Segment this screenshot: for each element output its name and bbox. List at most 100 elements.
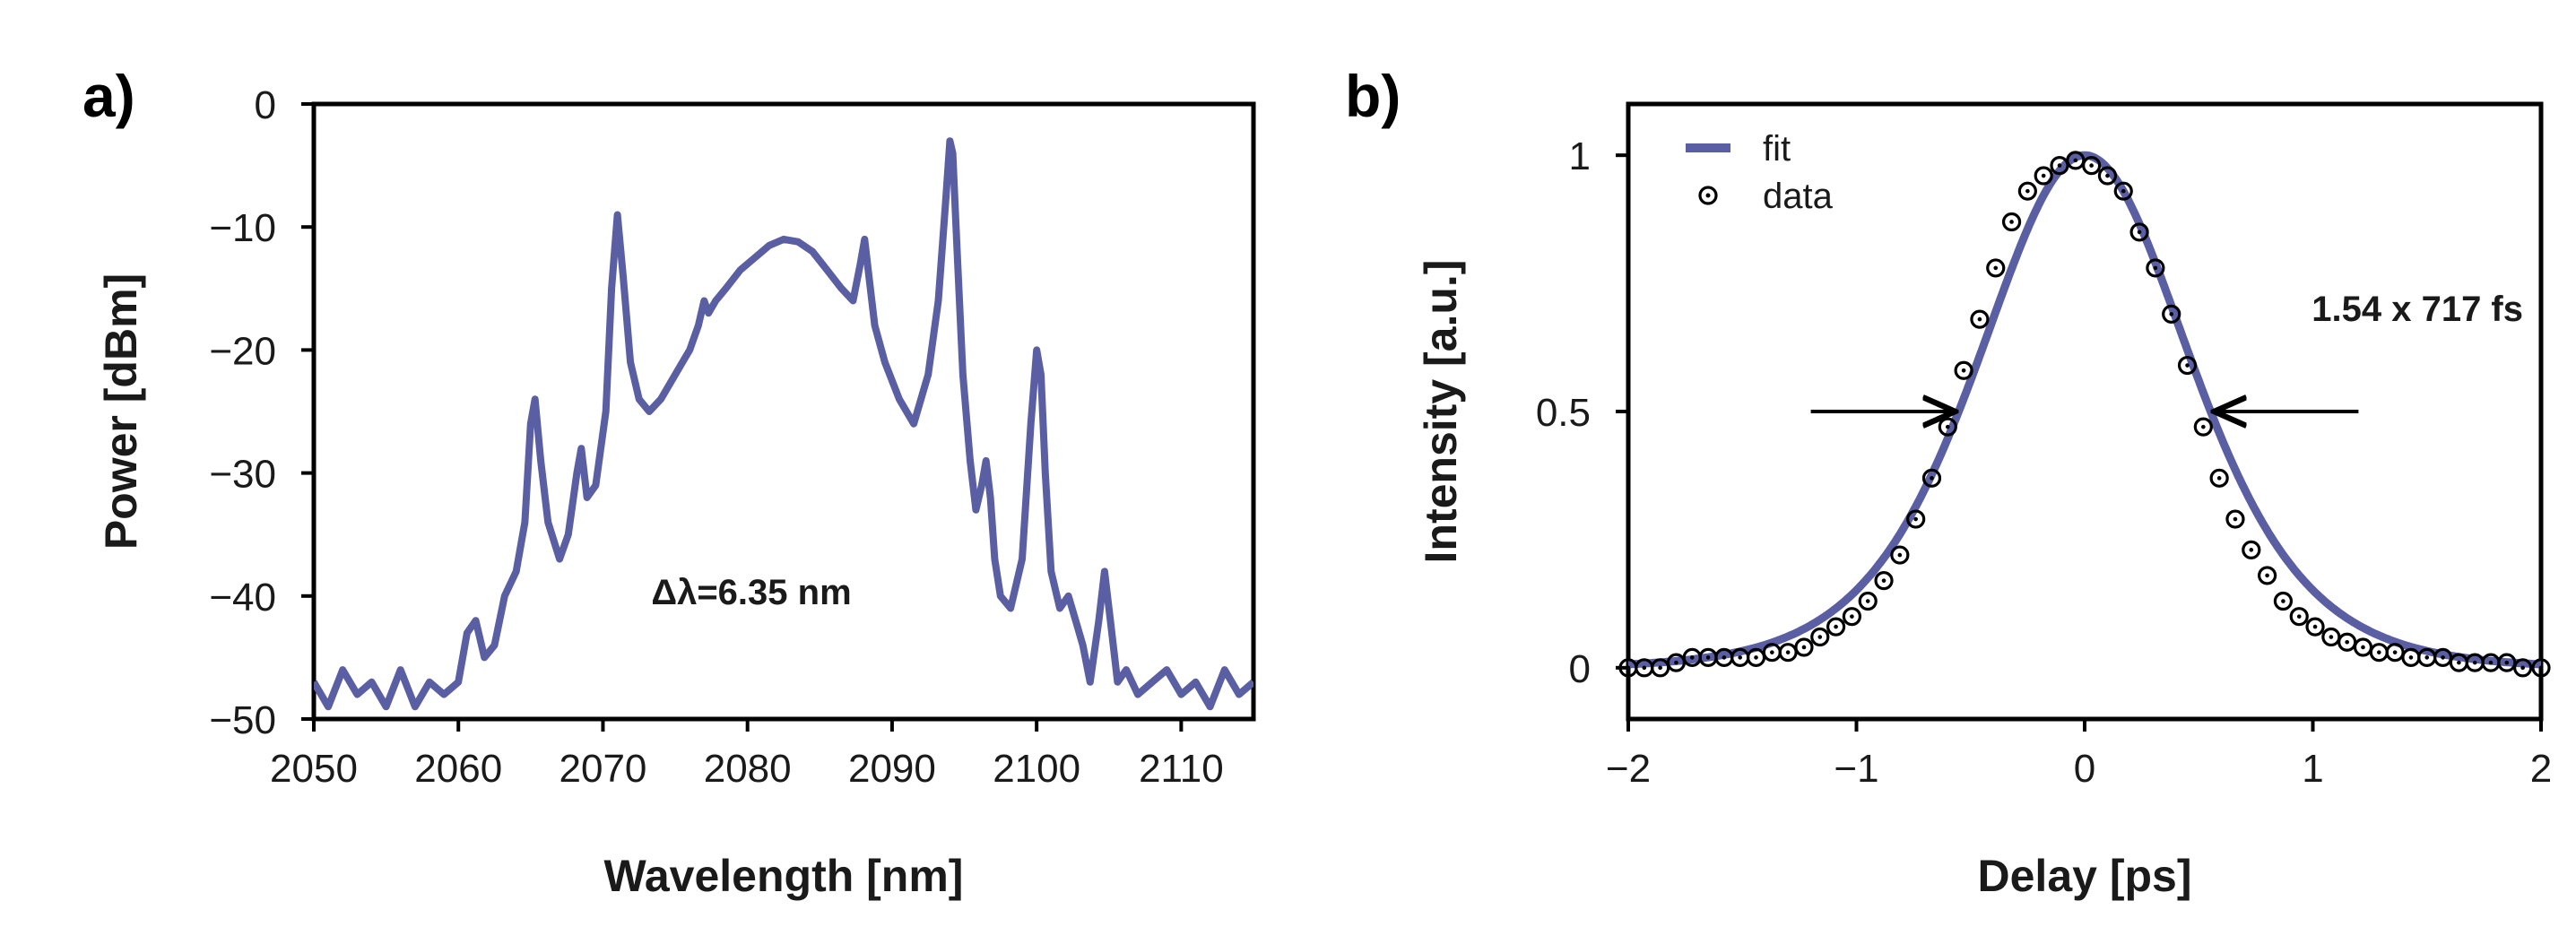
data-point-center (1913, 516, 1918, 522)
data-point (2209, 468, 2229, 488)
data-point-center (1881, 578, 1886, 583)
data-point-center (2105, 173, 2110, 178)
data-point-center (2296, 614, 2302, 619)
data-point-center (2169, 312, 2174, 316)
panel-b-y-ticks: 00.51 (1536, 134, 1628, 691)
data-point-center (2089, 163, 2094, 168)
data-point (1826, 617, 1846, 637)
data-point-center (1642, 665, 1647, 671)
data-point-center (1658, 665, 1662, 671)
panel-b-legend: fit data (1686, 129, 1834, 216)
data-point-center (2472, 660, 2477, 665)
data-point (2017, 181, 2037, 201)
data-point-center (1834, 624, 1838, 629)
legend-fit-label: fit (1763, 129, 1791, 169)
data-point-center (2392, 650, 2398, 654)
data-point (2146, 258, 2165, 278)
panel-a-y-axis-title: Power [dBm] (96, 273, 146, 550)
y-tick-label: −10 (209, 206, 276, 250)
data-point (2082, 156, 2102, 176)
data-point (1810, 627, 1830, 647)
panel-b-label: b) (1345, 63, 1401, 129)
data-point-center (1817, 635, 1823, 639)
x-tick-label: 2080 (704, 747, 792, 791)
data-point-center (2361, 645, 2365, 650)
data-point (2001, 212, 2022, 232)
y-tick-label: 0 (255, 83, 276, 127)
series-fit-line (1626, 151, 2543, 669)
data-point (1842, 607, 1862, 627)
data-point (1794, 637, 1814, 657)
data-point (1890, 545, 1910, 565)
series-spectrum-line (314, 137, 1253, 711)
data-point (2097, 166, 2118, 186)
data-point-center (2216, 476, 2222, 481)
data-point-center (1754, 655, 1758, 660)
y-tick-label: 0 (1569, 647, 1591, 691)
panel-a-y-ticks: 0 −10 −20 −30 −40 −50 (209, 83, 314, 742)
data-point (1874, 571, 1894, 591)
data-point-center (2281, 599, 2285, 603)
data-point-center (2025, 188, 2030, 194)
data-point-center (2265, 573, 2269, 578)
y-tick-label: 1 (1569, 134, 1591, 178)
y-tick-label: 0.5 (1536, 391, 1591, 435)
panel-a-series (314, 137, 1253, 711)
panel-a-frame (311, 101, 1256, 722)
data-point (2113, 181, 2133, 201)
x-tick-label: 2050 (270, 747, 358, 791)
data-point (1954, 360, 1973, 380)
y-tick-label: −30 (209, 453, 276, 497)
data-point-center (2538, 665, 2544, 671)
data-point (1921, 468, 1942, 488)
data-point (1986, 258, 2006, 278)
data-point-center (1993, 265, 1999, 271)
panel-b-x-ticks: −2 −1 0 1 2 (1606, 719, 2552, 791)
data-point-center (2441, 655, 2445, 660)
data-point-center (2233, 516, 2238, 522)
data-point-center (2185, 363, 2190, 368)
data-point-center (1689, 655, 1695, 660)
data-point-center (1705, 655, 1711, 660)
data-point-center (1961, 368, 1966, 373)
data-point-center (2424, 655, 2430, 660)
data-point (2225, 509, 2245, 529)
data-point (2258, 566, 2277, 585)
data-point-center (1674, 660, 1678, 665)
data-point (2242, 540, 2261, 559)
x-tick-label: 2090 (848, 747, 936, 791)
data-point-center (2345, 639, 2349, 645)
data-point-center (2009, 220, 2014, 224)
data-point-center (2488, 660, 2494, 665)
data-point (1970, 309, 1990, 329)
panel-a-label: a) (82, 63, 135, 129)
x-tick-label: −1 (1834, 747, 1878, 791)
panel-a-annotation: Δλ=6.35 nm (651, 573, 851, 612)
data-point-center (2312, 624, 2318, 629)
x-tick-label: 2 (2530, 747, 2552, 791)
data-point (2513, 658, 2533, 678)
data-point-center (2249, 548, 2254, 552)
data-point (2162, 304, 2181, 324)
data-point (2034, 166, 2053, 186)
legend-data-label: data (1763, 177, 1834, 216)
data-point-center (1801, 645, 1807, 650)
data-point-center (1897, 552, 1903, 558)
x-tick-label: 2060 (414, 747, 502, 791)
legend-data-marker (1698, 186, 1718, 205)
panel-b-y-axis-title: Intensity [a.u.] (1416, 260, 1466, 564)
data-point-center (1722, 655, 1727, 660)
data-point-center (2073, 158, 2078, 163)
panel-b-series (1618, 151, 2551, 678)
data-point-center (2057, 163, 2062, 168)
data-point-center (2377, 650, 2381, 654)
x-tick-label: 1 (2302, 747, 2323, 791)
panel-b-annotation: 1.54 x 717 fs (2311, 290, 2523, 329)
data-point (2531, 658, 2551, 678)
data-point-center (2201, 424, 2206, 429)
data-point (2273, 591, 2294, 611)
y-tick-label: −40 (209, 576, 276, 619)
data-point-center (1738, 655, 1743, 660)
data-point-center (2520, 665, 2525, 671)
data-point-center (2329, 635, 2334, 639)
